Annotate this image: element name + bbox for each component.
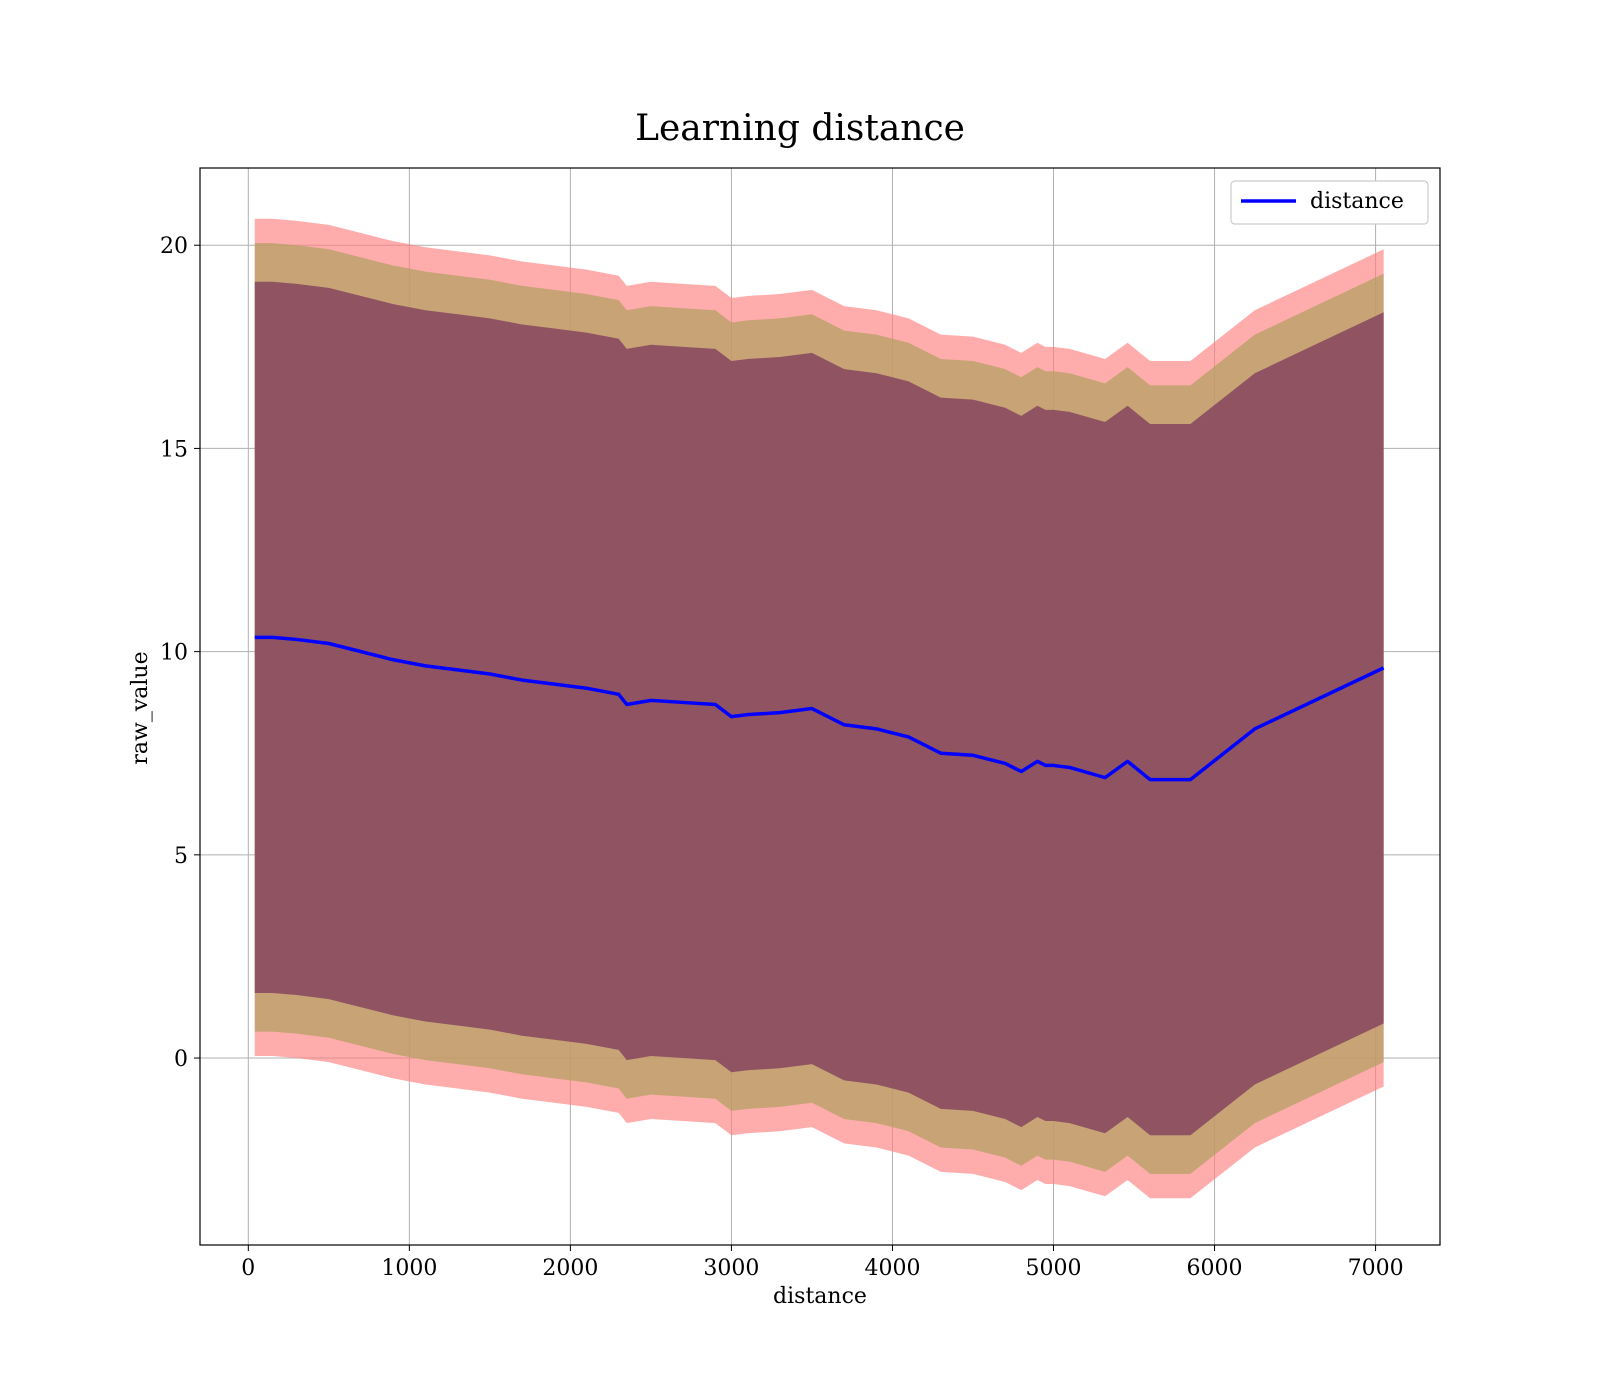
x-tick-label: 0 <box>241 1256 255 1281</box>
legend-label-distance: distance <box>1310 189 1404 214</box>
band-inner <box>254 281 1384 1136</box>
y-tick-label: 0 <box>174 1047 188 1072</box>
x-tick-label: 7000 <box>1348 1256 1404 1281</box>
y-tick-label: 15 <box>160 437 188 462</box>
y-axis-label: raw_value <box>128 651 153 764</box>
x-axis-label: distance <box>773 1284 867 1309</box>
y-tick-label: 10 <box>160 641 188 666</box>
x-tick-label: 1000 <box>381 1256 437 1281</box>
bands <box>254 218 1384 1199</box>
series-line-distance <box>254 635 1385 782</box>
x-tick-label: 6000 <box>1187 1256 1243 1281</box>
x-tick-label: 2000 <box>542 1256 598 1281</box>
y-tick-label: 20 <box>160 234 188 259</box>
y-tick-label: 5 <box>174 844 188 869</box>
legend: distance <box>1230 180 1429 225</box>
chart-title: Learning distance <box>635 108 965 149</box>
x-tick-label: 5000 <box>1026 1256 1082 1281</box>
x-tick-label: 3000 <box>703 1256 759 1281</box>
legend-box <box>1230 180 1429 225</box>
plot-frame <box>199 167 1441 1246</box>
x-tick-label: 4000 <box>864 1256 920 1281</box>
ticks: 0 1000 2000 3000 4000 5000 6000 7000 0 5 10 15 20 <box>160 234 1404 1281</box>
